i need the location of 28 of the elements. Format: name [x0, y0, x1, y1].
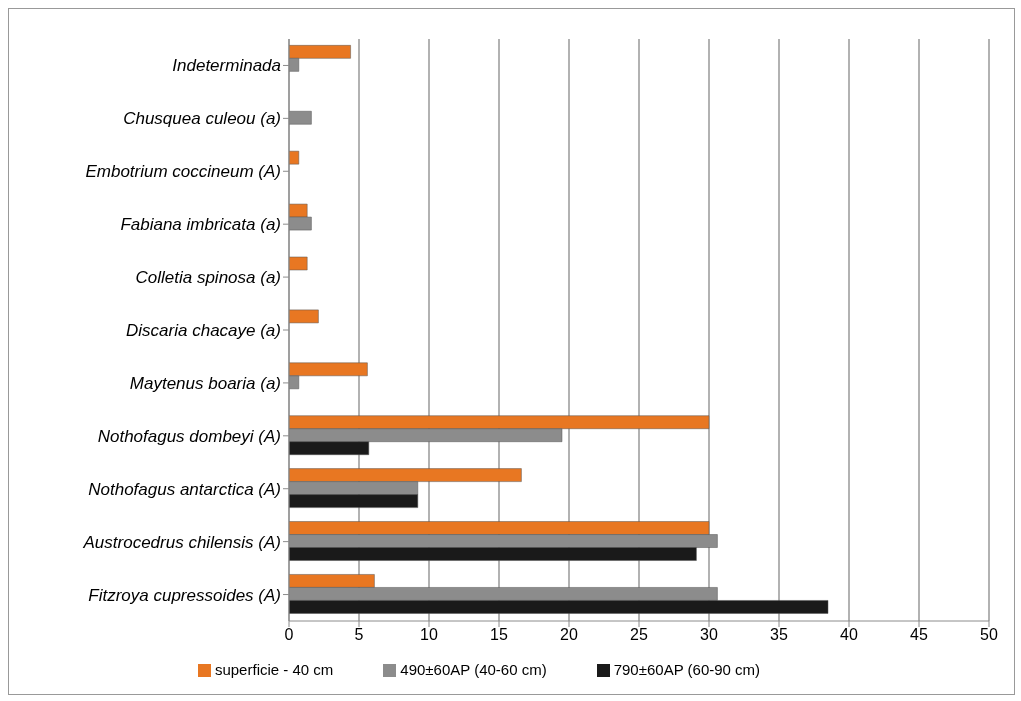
x-tick-label: 45 — [910, 626, 928, 644]
y-tick-label: Nothofagus antarctica (A) — [88, 479, 281, 499]
x-tick-label: 15 — [490, 626, 508, 644]
y-tick-label: Colletia spinosa (a) — [135, 268, 281, 288]
y-tick-label: Embotrium coccineum (A) — [85, 162, 281, 182]
x-tick-label: 10 — [420, 626, 438, 644]
x-tick-label: 5 — [354, 626, 364, 644]
x-tick-label: 25 — [630, 626, 648, 644]
bar — [289, 309, 319, 324]
x-tick-label: 30 — [700, 626, 718, 644]
x-tick-label: 35 — [770, 626, 788, 644]
y-tick-label: Chusquea culeou (a) — [123, 109, 281, 129]
bar — [289, 150, 300, 165]
x-tick-label: 50 — [980, 626, 998, 644]
x-tick-label: 0 — [284, 626, 294, 644]
y-tick-label: Fitzroya cupressoides (A) — [88, 585, 281, 605]
x-tick-label: 20 — [560, 626, 578, 644]
bar — [289, 256, 308, 271]
y-tick-label: Indeterminada — [172, 56, 281, 76]
y-tick-label: Maytenus boaria (a) — [129, 373, 281, 393]
legend-label: superficie - 40 cm — [214, 661, 334, 678]
legend-label: 490±60AP (40-60 cm) — [400, 661, 547, 678]
y-tick-label: Nothofagus dombeyi (A) — [97, 426, 281, 446]
y-tick-label: Austrocedrus chilensis (A) — [82, 532, 281, 552]
y-tick-label: Discaria chacaye (a) — [126, 321, 281, 341]
legend-label: 790±60AP (60-90 cm) — [613, 661, 761, 678]
x-tick-label: 40 — [840, 626, 858, 644]
y-tick-label: Fabiana imbricata (a) — [120, 215, 281, 235]
